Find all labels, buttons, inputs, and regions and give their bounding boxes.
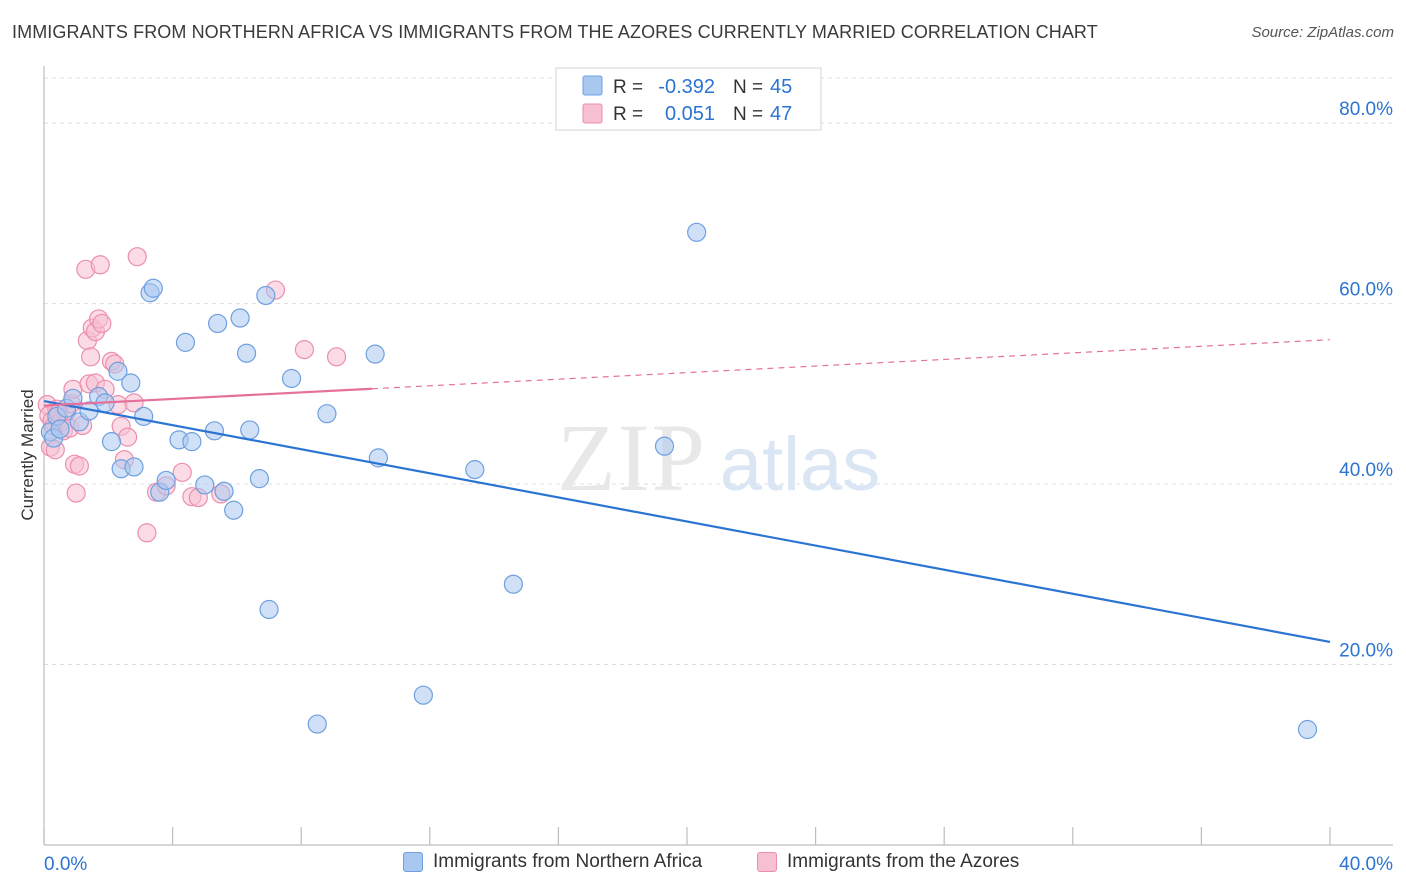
x-tick-label-min: 0.0%: [44, 854, 87, 875]
trend-line-pink-dashed: [371, 339, 1331, 390]
legend-swatch-northern-africa: [403, 852, 423, 872]
data-point: [249, 469, 270, 489]
chart-title: IMMIGRANTS FROM NORTHERN AFRICA VS IMMIG…: [12, 22, 1098, 42]
data-point: [230, 308, 250, 328]
data-point: [124, 457, 144, 477]
legend-n-value-blue: 45: [770, 76, 792, 98]
data-point: [121, 373, 141, 393]
watermark: ZIP atlas: [557, 404, 880, 511]
legend-swatch-blue: [582, 75, 603, 96]
x-tick-label-max: 40.0%: [1339, 854, 1393, 875]
data-point: [1297, 719, 1318, 740]
watermark-atlas: atlas: [720, 422, 881, 507]
y-tick-label: 20.0%: [1339, 641, 1393, 662]
data-point: [90, 255, 110, 275]
y-axis-label: Currently Married: [18, 389, 37, 520]
legend-n-label-blue: N =: [733, 77, 763, 98]
data-point: [124, 393, 144, 413]
legend-r-label-blue: R =: [613, 77, 643, 98]
data-point: [50, 419, 70, 439]
data-point: [108, 361, 128, 381]
data-point: [137, 523, 157, 543]
y-tick-label: 40.0%: [1339, 460, 1393, 481]
trend-line-pink-solid: [43, 387, 372, 407]
legend-swatch-pink: [582, 103, 603, 124]
legend-r-value-blue: -0.392: [658, 76, 715, 98]
series-azores-points: [37, 247, 347, 543]
data-point: [259, 599, 279, 620]
data-point: [175, 332, 196, 352]
data-point: [240, 420, 260, 440]
source-label: Source: ZipAtlas.com: [1251, 24, 1394, 41]
legend-label-azores: Immigrants from the Azores: [787, 851, 1020, 872]
data-point: [326, 347, 347, 367]
data-point: [208, 313, 228, 334]
data-point: [172, 462, 192, 482]
data-point: [365, 344, 385, 364]
data-point: [81, 347, 101, 367]
series-legend: Immigrants from Northern Africa Immigran…: [0, 851, 1406, 879]
data-point: [195, 475, 215, 495]
legend-item-azores: Immigrants from the Azores: [757, 851, 1019, 873]
data-point: [214, 481, 234, 501]
data-point: [156, 470, 176, 491]
data-point: [687, 222, 707, 242]
data-point: [66, 483, 86, 503]
watermark-zip: ZIP: [557, 404, 707, 511]
data-point: [92, 313, 112, 334]
legend-stats: R = -0.392 N = 45 R = 0.051 N = 47: [555, 67, 822, 131]
trend-lines: [43, 339, 1331, 644]
data-point: [281, 368, 302, 389]
data-point: [143, 278, 163, 298]
data-point: [127, 247, 147, 267]
data-point: [654, 436, 675, 456]
y-tick-label: 60.0%: [1339, 280, 1393, 301]
legend-n-value-pink: 47: [770, 103, 792, 125]
y-tick-label: 80.0%: [1339, 99, 1393, 120]
data-point: [307, 714, 327, 734]
data-point: [101, 432, 122, 452]
data-point: [134, 406, 154, 426]
series-northern-africa-points: [40, 222, 1318, 740]
data-point: [224, 500, 244, 520]
data-point: [503, 574, 523, 594]
data-point: [256, 285, 276, 306]
legend-n-label-pink: N =: [733, 104, 763, 125]
legend-item-northern-africa: Immigrants from Northern Africa: [403, 851, 702, 873]
data-point: [117, 427, 138, 447]
legend-r-label-pink: R =: [613, 104, 643, 125]
data-point: [294, 340, 315, 360]
trend-line-blue: [43, 399, 1331, 644]
x-tick-labels: 0.0% 40.0%: [44, 854, 1393, 875]
y-tick-labels: 20.0% 40.0% 60.0% 80.0%: [1339, 99, 1393, 661]
data-point: [413, 685, 433, 705]
data-point: [236, 343, 257, 363]
legend-r-value-pink: 0.051: [665, 103, 715, 125]
grid-lines: [44, 77, 1393, 666]
data-point: [69, 456, 89, 476]
data-point: [317, 404, 337, 424]
data-point: [465, 460, 485, 480]
data-point: [182, 432, 202, 452]
legend-label-northern-africa: Immigrants from Northern Africa: [433, 851, 703, 872]
legend-swatch-azores: [757, 852, 777, 872]
axes: [43, 66, 1393, 846]
